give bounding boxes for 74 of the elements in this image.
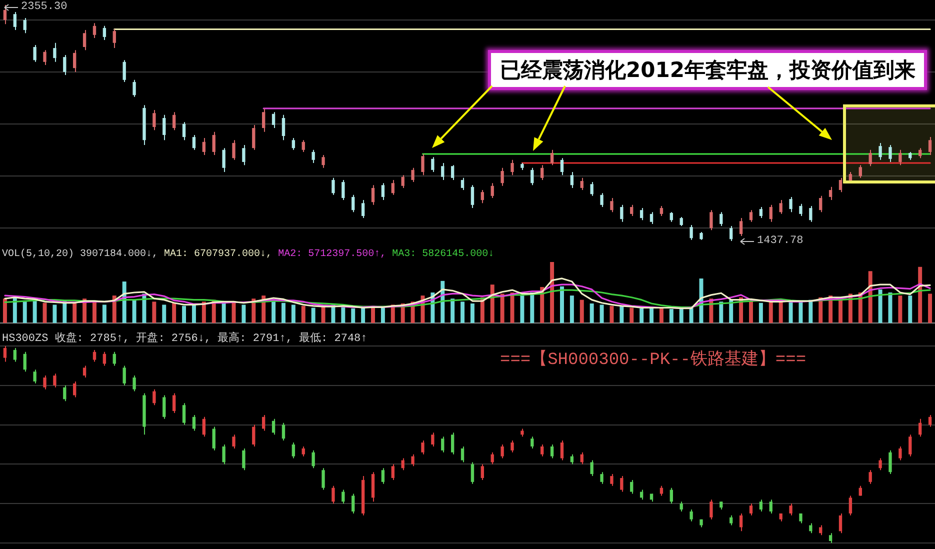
bar: [898, 296, 902, 323]
bar: [530, 292, 534, 323]
bar: [679, 308, 684, 323]
bar: [22, 302, 27, 323]
chart-title: VOL(5,10,20) 3907184.000↓,: [2, 249, 158, 261]
bar: [291, 304, 296, 323]
bar: [132, 300, 136, 323]
bar: [669, 308, 674, 323]
text: MA1: 6707937.000↓,: [164, 249, 272, 261]
annotation: 已经震荡消化2012年套牢盘，投资价值到来: [488, 50, 928, 90]
bar: [272, 300, 276, 323]
bar: [450, 298, 455, 323]
bar: [242, 304, 246, 323]
bar: [470, 303, 474, 323]
bar: [600, 304, 604, 323]
bar: [62, 301, 67, 323]
bar: [192, 304, 196, 323]
bar: [2, 298, 7, 323]
bar: [590, 303, 594, 323]
bar: [460, 302, 465, 323]
annotation: ===【SH000300--PK--铁路基建】===: [500, 348, 806, 370]
bar: [152, 302, 156, 323]
bar: [928, 294, 932, 323]
bar: [689, 308, 694, 323]
bar: [908, 296, 912, 323]
bar: [719, 302, 724, 323]
bar: [550, 262, 554, 323]
bar: [570, 296, 574, 323]
bar: [520, 296, 524, 323]
bar: [321, 306, 326, 323]
bar: [729, 300, 734, 323]
bar: [252, 298, 256, 323]
bar: [92, 302, 96, 323]
bar: [580, 300, 584, 323]
bar: [808, 300, 813, 323]
bar: [281, 302, 286, 323]
bar: [112, 296, 116, 323]
bar: [351, 308, 356, 323]
bar: [630, 308, 634, 323]
bar: [798, 301, 803, 323]
bar: [510, 292, 514, 323]
annotation: 2355.30: [21, 1, 68, 13]
bar: [162, 304, 166, 323]
bar: [222, 303, 226, 323]
bar: [838, 298, 842, 323]
bar: [311, 308, 316, 323]
bar: [52, 304, 57, 323]
bar: [620, 306, 624, 323]
bar: [72, 303, 77, 323]
bar: [102, 304, 106, 323]
bar: [610, 306, 614, 323]
bar: [640, 308, 644, 323]
bar: [500, 294, 504, 323]
text: MA3: 5826145.000↓: [392, 249, 494, 261]
text: MA2: 5712397.500↑,: [278, 249, 386, 261]
bar: [341, 307, 346, 323]
bar: [32, 300, 37, 323]
bar: [768, 302, 773, 323]
bar: [758, 302, 763, 323]
bar: [748, 301, 753, 323]
bar: [42, 302, 47, 323]
bar: [560, 286, 564, 323]
bar: [380, 307, 385, 323]
bar: [650, 307, 654, 323]
bar: [878, 289, 882, 323]
bar: [301, 306, 306, 323]
bar: [361, 308, 366, 323]
chart-title: HS300ZS 收盘: 2785↑, 开盘: 2756↓, 最高: 2791↑, 最低: 2748↑: [2, 333, 368, 345]
bar: [788, 302, 793, 323]
bar: [202, 302, 206, 323]
bar: [659, 308, 664, 323]
bar: [182, 306, 186, 323]
annotation: 1437.78: [757, 235, 804, 247]
bar: [172, 302, 176, 323]
